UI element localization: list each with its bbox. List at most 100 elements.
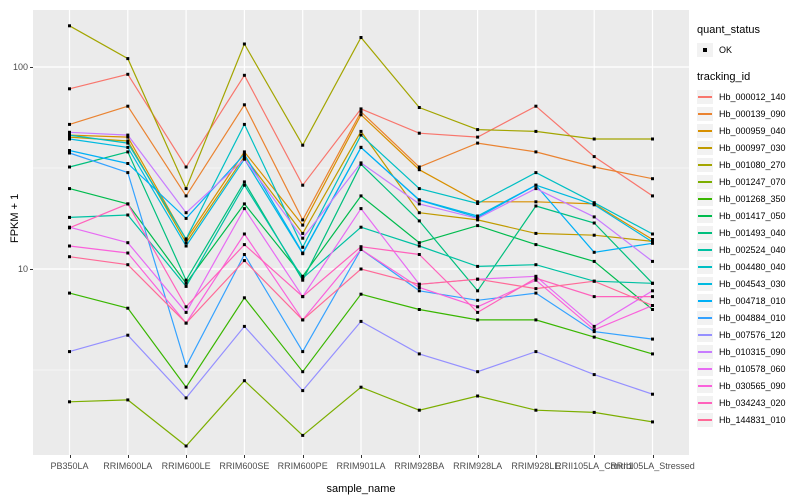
data-point [126,150,130,154]
data-point [301,276,305,280]
data-point [592,155,596,159]
data-point [68,133,71,137]
legend-quant-status: quant_status OK [697,24,799,57]
legend-key-box [697,277,713,291]
legend-item: Hb_007576_120 [697,328,799,342]
x-tick-label: PB350LA [50,461,89,471]
data-point [68,215,71,219]
legend-item: Hb_004543_030 [697,277,799,291]
data-point [359,247,363,251]
point-swatch-icon [703,48,707,52]
data-point [651,289,654,293]
data-point [534,171,538,175]
data-point [476,298,480,302]
data-point [476,394,480,398]
data-point [534,231,538,235]
legend-key-box [697,175,713,189]
legend-item-label: Hb_010578_060 [719,364,786,374]
legend-color-swatch [698,249,712,251]
data-point [417,253,421,256]
data-point [68,135,71,139]
legend-item-label: Hb_000997_030 [719,143,786,153]
data-point [534,183,538,187]
data-point [534,187,538,191]
data-point [534,129,538,133]
data-point [476,318,480,322]
legend-key-box [697,413,713,427]
data-point [359,207,363,211]
legend-item-label: Hb_004543_030 [719,279,786,289]
data-point [651,281,654,285]
data-point [301,231,305,235]
data-point [476,202,480,205]
legend-color-swatch [698,113,712,115]
legend-key-box [697,345,713,359]
data-point [301,318,305,322]
data-point [359,110,363,114]
data-point [592,137,596,141]
legend-color-swatch [698,198,712,200]
legend-color-swatch [698,164,712,166]
data-point [68,255,71,259]
data-point [184,187,188,191]
data-point [476,216,480,220]
data-point [651,308,654,311]
data-point [359,194,363,198]
data-point [184,385,188,389]
legend-color-swatch [698,266,712,268]
x-tick-label: RRIM600LA [103,461,153,471]
legend-key-box [697,141,713,155]
data-point [242,253,246,256]
data-point [534,104,538,108]
legend-item: Hb_001493_040 [697,226,799,240]
data-point [651,177,654,181]
data-point [184,310,188,314]
data-point [417,241,421,245]
legend-key-box [697,90,713,104]
legend-item-label: Hb_007576_120 [719,330,786,340]
legend-item: Hb_001247_070 [697,175,799,189]
data-point [592,201,596,205]
data-point [359,113,363,117]
data-point [68,122,71,126]
data-point [417,106,421,109]
legend-key-box [697,226,713,240]
data-point [184,216,188,220]
legend-item-label: Hb_144831_010 [719,415,786,425]
data-point [417,282,421,286]
legend-tracking-rows: Hb_000012_140 Hb_000139_090 Hb_000959_040 H… [697,90,799,427]
data-point [301,143,305,147]
data-point [184,444,188,448]
data-point [651,352,654,356]
data-point [534,243,538,247]
x-tick-mark [594,455,596,458]
legend-item: Hb_034243_020 [697,396,799,410]
legend-color-swatch [698,419,712,421]
data-point [184,284,188,288]
legend-item-label: Hb_004480_040 [719,262,786,272]
legend-item: Hb_002524_040 [697,243,799,257]
data-point [417,168,421,172]
data-point [592,215,596,219]
legend-item: Hb_004480_040 [697,260,799,274]
data-point [651,337,654,341]
data-point [592,328,596,332]
data-point [68,350,71,354]
data-point [476,305,480,309]
legend-key-box [697,311,713,325]
data-point [126,333,130,337]
data-point [417,408,421,412]
data-point [242,122,246,126]
legend-item-label: Hb_004884_010 [719,313,786,323]
data-point [242,296,246,300]
data-point [126,145,130,149]
legend-key-box [697,260,713,274]
legend-item: Hb_010578_060 [697,362,799,376]
y-tick-mark [30,269,33,270]
data-point [242,324,246,328]
data-point [651,259,654,263]
chart-panel [33,10,689,455]
legend-item: Hb_001080_270 [697,158,799,172]
x-axis-title: sample_name [326,483,396,495]
